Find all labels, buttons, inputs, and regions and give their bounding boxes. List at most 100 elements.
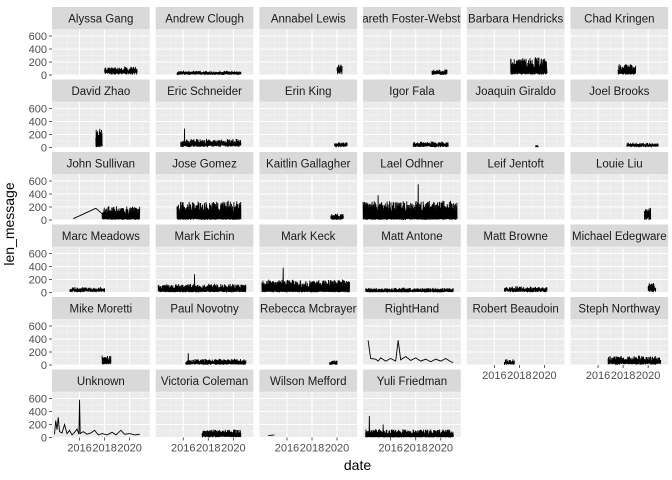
x-tick-label: 2020 — [636, 370, 660, 382]
x-tick-label: 2018 — [507, 370, 531, 382]
x-tick-label: 2016 — [378, 443, 402, 455]
facet-panel: Eric Schneider — [155, 79, 254, 149]
facet-title: Annabel Lewis — [271, 14, 346, 26]
y-tick-label: 400 — [29, 334, 47, 346]
facet-title: Leif Jentoft — [488, 159, 545, 171]
facet-panel: Michael Edegware — [570, 224, 669, 294]
facet-strip — [466, 152, 565, 175]
series-line — [261, 267, 351, 293]
facet-panel: Steph Northway — [570, 297, 669, 366]
series-line — [330, 213, 344, 220]
facet-panel: Kaitlin Gallagher — [259, 152, 358, 221]
facet-title: Mark Keck — [281, 231, 336, 243]
facet-strip — [259, 369, 358, 392]
x-tick-label: 2020 — [221, 443, 245, 455]
panel-background — [259, 319, 358, 365]
facet-strip — [570, 7, 669, 30]
facet-panels: Alyssa Gang Andrew Clough Annabel Lewis Gar… — [52, 7, 669, 439]
facet-strip — [363, 7, 461, 30]
series-line — [503, 359, 515, 365]
facet-panel: Gareth Foster-Webster — [363, 7, 461, 76]
y-tick-label: 0 — [41, 70, 47, 82]
series-line — [607, 355, 662, 365]
facet-panel: Joaquin Giraldo — [466, 79, 565, 149]
facet-panel: John Sullivan — [52, 152, 150, 221]
facet-strip — [363, 79, 461, 102]
facet-strip — [259, 224, 358, 247]
series-line — [647, 283, 657, 293]
facet-title: Mike Moretti — [70, 304, 133, 316]
facet-title: RightHand — [385, 304, 439, 316]
facet-strip — [466, 297, 565, 320]
series-line — [535, 145, 539, 148]
facet-strip — [52, 152, 150, 175]
facet-title: Louie Liu — [596, 159, 643, 171]
facet-title: Barbara Hendricks — [468, 14, 563, 26]
facet-strip — [466, 79, 565, 102]
facet-title: Erin King — [285, 86, 332, 98]
facet-strip — [570, 224, 669, 247]
facet-panel: Robert Beaudoin — [466, 297, 565, 366]
facet-panel: Leif Jentoft — [466, 152, 565, 221]
panel-background — [155, 392, 254, 438]
facet-panel: Chad Kringen — [570, 7, 669, 76]
series-line — [626, 142, 659, 148]
facet-strip — [363, 297, 461, 320]
facet-strip — [155, 7, 254, 30]
y-tick-label: 200 — [29, 419, 47, 431]
panel-background — [52, 392, 150, 438]
series-line — [157, 274, 247, 293]
facet-strip — [155, 297, 254, 320]
facet-strip — [259, 79, 358, 102]
facet-panel: Louie Liu — [570, 152, 669, 221]
facet-panel: RightHand — [363, 297, 461, 366]
y-tick-label: 600 — [29, 321, 47, 333]
facet-panel: Mark Eichin — [155, 224, 254, 294]
series-line — [176, 200, 242, 220]
y-tick-label: 0 — [41, 287, 47, 299]
facet-panel: Andrew Clough — [155, 7, 254, 76]
y-tick-label: 600 — [29, 103, 47, 115]
y-axis-title: len_message — [1, 182, 17, 265]
panel-background — [259, 174, 358, 220]
facet-title: Paul Novotny — [170, 304, 239, 316]
y-axis-tick-labels: 0200400600020040060002004006000200400600… — [29, 31, 52, 444]
x-axis-title: date — [344, 457, 371, 473]
series-line — [69, 286, 106, 293]
facet-title: Michael Edegware — [572, 231, 667, 243]
facet-title: Igor Fala — [389, 86, 435, 98]
y-tick-label: 200 — [29, 347, 47, 359]
facet-title: Lael Odhner — [380, 159, 443, 171]
facet-panel: Mike Moretti — [52, 297, 150, 366]
y-tick-label: 400 — [29, 116, 47, 128]
panel-background — [155, 319, 254, 365]
x-tick-label: 2020 — [117, 443, 141, 455]
facet-panel: Alyssa Gang — [52, 7, 150, 76]
facet-panel: Lael Odhner — [362, 152, 461, 221]
x-tick-label: 2018 — [300, 443, 324, 455]
x-tick-label: 2018 — [92, 443, 116, 455]
y-tick-label: 0 — [41, 360, 47, 372]
y-tick-label: 600 — [29, 176, 47, 188]
facet-panel: Jose Gomez — [155, 152, 254, 221]
facet-panel: Marc Meadows — [52, 224, 150, 294]
facet-panel: Paul Novotny — [155, 297, 254, 366]
series-line — [268, 434, 275, 436]
series-line — [362, 184, 458, 220]
facet-panel: Yuli Friedman — [363, 369, 461, 439]
facet-title: Rebecca Mcbrayer — [260, 304, 357, 316]
facet-title: John Sullivan — [67, 159, 135, 171]
facet-panel: Unknown — [52, 369, 150, 439]
facet-strip — [52, 224, 150, 247]
facet-title: Robert Beaudoin — [472, 304, 558, 316]
panel-background — [466, 102, 565, 148]
series-line — [104, 66, 138, 75]
panel-background — [259, 392, 358, 438]
x-tick-label: 2016 — [275, 443, 299, 455]
series-line — [617, 64, 637, 75]
y-tick-label: 0 — [41, 432, 47, 444]
panel-background — [363, 29, 461, 75]
facet-strip — [570, 79, 669, 102]
panel-background — [570, 319, 669, 365]
